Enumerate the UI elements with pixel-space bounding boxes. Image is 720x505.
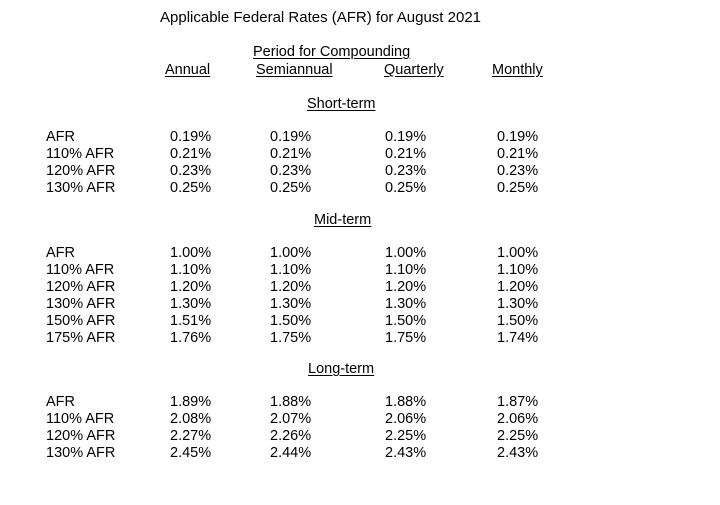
value-quarterly: 2.43% [385, 445, 427, 461]
value-monthly: 1.30% [497, 296, 539, 312]
value-semiannual: 1.88% [270, 394, 312, 410]
row-label: 120% AFR [46, 428, 116, 444]
value-monthly: 1.20% [497, 279, 539, 295]
value-quarterly: 1.50% [385, 313, 427, 329]
value-monthly: 1.74% [497, 330, 539, 346]
value-annual: 1.51% [170, 313, 212, 329]
row-label: AFR [46, 394, 75, 410]
column-header-semiannual: Semiannual [256, 62, 333, 78]
value-monthly: 0.21% [497, 146, 539, 162]
value-semiannual: 1.75% [270, 330, 312, 346]
value-annual: 0.25% [170, 180, 212, 196]
value-quarterly: 1.30% [385, 296, 427, 312]
value-annual: 1.76% [170, 330, 212, 346]
value-semiannual: 1.50% [270, 313, 312, 329]
value-annual: 2.27% [170, 428, 212, 444]
value-quarterly: 1.75% [385, 330, 427, 346]
table-row: 120% AFR 1.20% 1.20% 1.20% 1.20% [0, 279, 720, 296]
row-label: AFR [46, 129, 75, 145]
value-quarterly: 0.23% [385, 163, 427, 179]
value-annual: 0.21% [170, 146, 212, 162]
table-row: 130% AFR 1.30% 1.30% 1.30% 1.30% [0, 296, 720, 313]
value-annual: 1.20% [170, 279, 212, 295]
row-label: 120% AFR [46, 163, 116, 179]
table-row: 130% AFR 0.25% 0.25% 0.25% 0.25% [0, 180, 720, 197]
row-label: 175% AFR [46, 330, 116, 346]
value-monthly: 1.00% [497, 245, 539, 261]
table-row: 130% AFR 2.45% 2.44% 2.43% 2.43% [0, 445, 720, 462]
table-row: AFR 0.19% 0.19% 0.19% 0.19% [0, 129, 720, 146]
table-row: 120% AFR 2.27% 2.26% 2.25% 2.25% [0, 428, 720, 445]
value-monthly: 2.06% [497, 411, 539, 427]
value-quarterly: 0.25% [385, 180, 427, 196]
value-semiannual: 2.44% [270, 445, 312, 461]
value-quarterly: 0.21% [385, 146, 427, 162]
table-row: 150% AFR 1.51% 1.50% 1.50% 1.50% [0, 313, 720, 330]
row-label: AFR [46, 245, 75, 261]
value-monthly: 1.87% [497, 394, 539, 410]
value-quarterly: 1.00% [385, 245, 427, 261]
value-monthly: 2.25% [497, 428, 539, 444]
value-annual: 2.45% [170, 445, 212, 461]
value-annual: 0.19% [170, 129, 212, 145]
column-header-quarterly: Quarterly [384, 62, 444, 78]
column-header-monthly: Monthly [492, 62, 543, 78]
value-semiannual: 0.21% [270, 146, 312, 162]
value-quarterly: 2.25% [385, 428, 427, 444]
row-label: 150% AFR [46, 313, 116, 329]
row-label: 130% AFR [46, 445, 116, 461]
section-heading-short-term: Short-term [307, 96, 376, 112]
row-label: 110% AFR [46, 146, 115, 162]
value-quarterly: 1.10% [385, 262, 427, 278]
value-semiannual: 1.10% [270, 262, 312, 278]
row-label: 120% AFR [46, 279, 116, 295]
table-row: 120% AFR 0.23% 0.23% 0.23% 0.23% [0, 163, 720, 180]
column-header-annual: Annual [165, 62, 211, 78]
value-semiannual: 1.20% [270, 279, 312, 295]
value-annual: 1.30% [170, 296, 212, 312]
table-row: 110% AFR 1.10% 1.10% 1.10% 1.10% [0, 262, 720, 279]
value-annual: 1.89% [170, 394, 212, 410]
table-row: 110% AFR 0.21% 0.21% 0.21% 0.21% [0, 146, 720, 163]
value-annual: 1.10% [170, 262, 212, 278]
value-monthly: 2.43% [497, 445, 539, 461]
value-semiannual: 2.26% [270, 428, 312, 444]
value-monthly: 0.23% [497, 163, 539, 179]
value-monthly: 1.10% [497, 262, 539, 278]
value-quarterly: 2.06% [385, 411, 427, 427]
table-row: 175% AFR 1.76% 1.75% 1.75% 1.74% [0, 330, 720, 347]
value-annual: 2.08% [170, 411, 212, 427]
section-heading-long-term: Long-term [308, 361, 375, 377]
value-semiannual: 2.07% [270, 411, 312, 427]
row-label: 110% AFR [46, 262, 115, 278]
value-semiannual: 0.23% [270, 163, 312, 179]
row-label: 130% AFR [46, 296, 116, 312]
row-label: 130% AFR [46, 180, 116, 196]
value-semiannual: 0.19% [270, 129, 312, 145]
value-annual: 1.00% [170, 245, 212, 261]
value-monthly: 1.50% [497, 313, 539, 329]
value-annual: 0.23% [170, 163, 212, 179]
value-quarterly: 1.20% [385, 279, 427, 295]
document-title: Applicable Federal Rates (AFR) for Augus… [160, 9, 481, 26]
table-row: AFR 1.00% 1.00% 1.00% 1.00% [0, 245, 720, 262]
value-monthly: 0.19% [497, 129, 539, 145]
value-quarterly: 0.19% [385, 129, 427, 145]
value-quarterly: 1.88% [385, 394, 427, 410]
table-row: AFR 1.89% 1.88% 1.88% 1.87% [0, 394, 720, 411]
value-semiannual: 0.25% [270, 180, 312, 196]
row-label: 110% AFR [46, 411, 115, 427]
value-semiannual: 1.00% [270, 245, 312, 261]
table-row: 110% AFR 2.08% 2.07% 2.06% 2.06% [0, 411, 720, 428]
section-heading-mid-term: Mid-term [314, 212, 372, 228]
value-semiannual: 1.30% [270, 296, 312, 312]
period-heading: Period for Compounding [253, 44, 411, 60]
value-monthly: 0.25% [497, 180, 539, 196]
